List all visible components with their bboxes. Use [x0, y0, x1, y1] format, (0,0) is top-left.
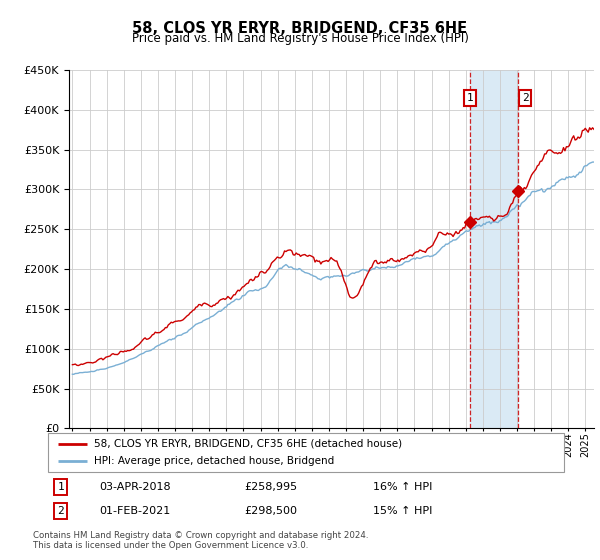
- Text: 01-FEB-2021: 01-FEB-2021: [100, 506, 171, 516]
- Text: 58, CLOS YR ERYR, BRIDGEND, CF35 6HE: 58, CLOS YR ERYR, BRIDGEND, CF35 6HE: [133, 21, 467, 36]
- FancyBboxPatch shape: [48, 433, 564, 472]
- Bar: [470, 70, 518, 428]
- Text: £258,995: £258,995: [244, 482, 297, 492]
- Text: 1: 1: [58, 482, 64, 492]
- Text: 16% ↑ HPI: 16% ↑ HPI: [373, 482, 433, 492]
- Text: Contains HM Land Registry data © Crown copyright and database right 2024.
This d: Contains HM Land Registry data © Crown c…: [33, 531, 368, 550]
- Text: 2: 2: [58, 506, 64, 516]
- Text: Price paid vs. HM Land Registry's House Price Index (HPI): Price paid vs. HM Land Registry's House …: [131, 32, 469, 45]
- Text: £298,500: £298,500: [244, 506, 297, 516]
- Text: HPI: Average price, detached house, Bridgend: HPI: Average price, detached house, Brid…: [94, 456, 335, 466]
- Text: 2: 2: [522, 93, 529, 103]
- Text: 03-APR-2018: 03-APR-2018: [100, 482, 171, 492]
- Text: 58, CLOS YR ERYR, BRIDGEND, CF35 6HE (detached house): 58, CLOS YR ERYR, BRIDGEND, CF35 6HE (de…: [94, 438, 403, 449]
- Text: 1: 1: [467, 93, 473, 103]
- Text: 15% ↑ HPI: 15% ↑ HPI: [373, 506, 433, 516]
